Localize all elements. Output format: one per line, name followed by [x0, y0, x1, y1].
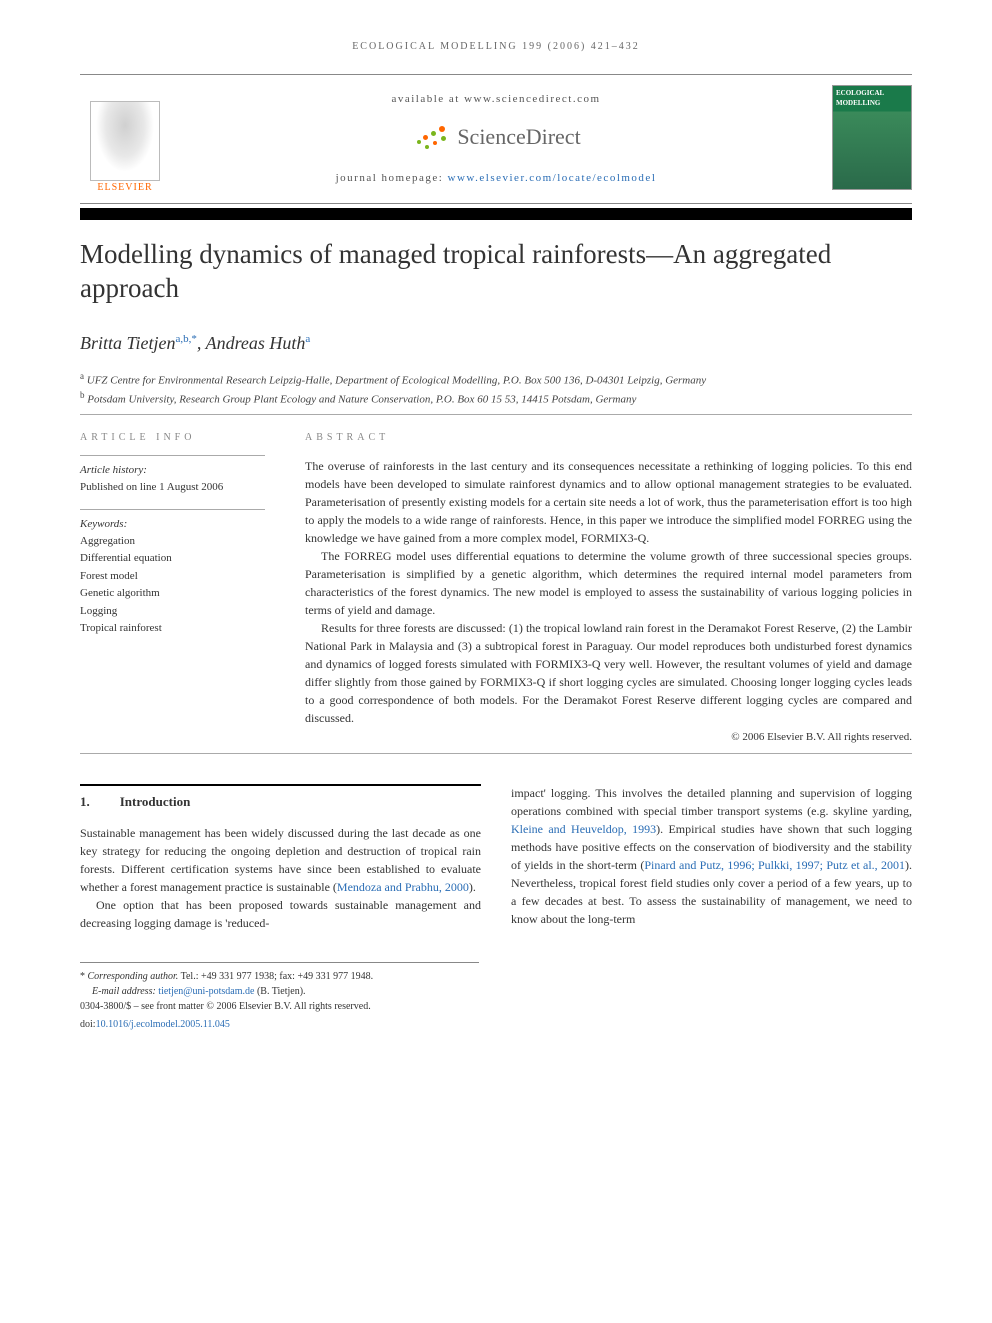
- sciencedirect-swoosh-icon: [411, 122, 451, 152]
- body-col-left: 1. Introduction Sustainable management h…: [80, 784, 481, 932]
- section-num: 1.: [80, 792, 90, 812]
- section-title: Introduction: [120, 792, 191, 812]
- abstract-heading: ABSTRACT: [305, 431, 912, 445]
- elsevier-logo: ELSEVIER: [80, 85, 170, 195]
- homepage-label: journal homepage:: [336, 172, 448, 184]
- cover-title: ECOLOGICAL MODELLING: [836, 89, 908, 109]
- corr-label: Corresponding author.: [88, 971, 179, 982]
- body-col-right: impact' logging. This involves the detai…: [511, 784, 912, 932]
- corresponding-author: * Corresponding author. Tel.: +49 331 97…: [80, 969, 479, 984]
- keyword: Logging: [80, 603, 265, 621]
- citation-link[interactable]: Kleine and Heuveldop, 1993: [511, 822, 656, 836]
- sciencedirect-label: ScienceDirect: [457, 122, 580, 153]
- title-bar: [80, 208, 912, 220]
- body-para: One option that has been proposed toward…: [80, 896, 481, 932]
- keywords-list: Aggregation Differential equation Forest…: [80, 533, 265, 639]
- author-2[interactable]: , Andreas Huth: [197, 333, 306, 353]
- corr-mark: *: [80, 971, 88, 982]
- affiliations: a UFZ Centre for Environmental Research …: [80, 370, 912, 408]
- keyword: Genetic algorithm: [80, 585, 265, 603]
- keyword: Forest model: [80, 568, 265, 586]
- journal-banner: ELSEVIER available at www.sciencedirect.…: [80, 74, 912, 204]
- issn-line: 0304-3800/$ – see front matter © 2006 El…: [80, 999, 479, 1014]
- keywords-block: Keywords: Aggregation Differential equat…: [80, 509, 265, 638]
- doi-link[interactable]: 10.1016/j.ecolmodel.2005.11.045: [96, 1019, 230, 1030]
- authors: Britta Tietjena,b,*, Andreas Hutha: [80, 331, 912, 356]
- keyword: Aggregation: [80, 533, 265, 551]
- section-1-heading: 1. Introduction: [80, 784, 481, 812]
- email-paren: (B. Tietjen).: [254, 986, 305, 997]
- doi-line: doi:10.1016/j.ecolmodel.2005.11.045: [80, 1017, 479, 1032]
- email-label: E-mail address:: [92, 986, 158, 997]
- sciencedirect-logo[interactable]: ScienceDirect: [411, 122, 580, 153]
- article-info: ARTICLE INFO Article history: Published …: [80, 431, 265, 745]
- body-columns: 1. Introduction Sustainable management h…: [80, 784, 912, 932]
- journal-cover-thumbnail[interactable]: ECOLOGICAL MODELLING: [832, 85, 912, 190]
- article-title: Modelling dynamics of managed tropical r…: [80, 238, 912, 306]
- abstract-text: The overuse of rainforests in the last c…: [305, 457, 912, 727]
- body-para: Sustainable management has been widely d…: [80, 824, 481, 896]
- author-2-affil: a: [305, 333, 310, 345]
- keywords-label: Keywords:: [80, 516, 265, 533]
- footnotes: * Corresponding author. Tel.: +49 331 97…: [80, 962, 479, 1032]
- divider: [80, 414, 912, 415]
- history-text: Published on line 1 August 2006: [80, 479, 265, 496]
- page: ECOLOGICAL MODELLING 199 (2006) 421–432 …: [0, 0, 992, 1072]
- history-label: Article history:: [80, 462, 265, 479]
- text: ).: [469, 880, 476, 894]
- running-header: ECOLOGICAL MODELLING 199 (2006) 421–432: [80, 40, 912, 54]
- affiliation-b-text: Potsdam University, Research Group Plant…: [87, 394, 636, 406]
- homepage-url[interactable]: www.elsevier.com/locate/ecolmodel: [448, 172, 657, 184]
- affiliation-b: b Potsdam University, Research Group Pla…: [80, 389, 912, 408]
- article-history: Article history: Published on line 1 Aug…: [80, 455, 265, 495]
- text: impact' logging. This involves the detai…: [511, 786, 912, 818]
- divider: [80, 753, 912, 754]
- doi-label: doi:: [80, 1019, 96, 1030]
- author-1-affil: a,b,: [176, 333, 192, 345]
- elsevier-tree-icon: [90, 101, 160, 181]
- author-1[interactable]: Britta Tietjen: [80, 333, 176, 353]
- citation-link[interactable]: Mendoza and Prabhu, 2000: [337, 880, 469, 894]
- info-abstract-row: ARTICLE INFO Article history: Published …: [80, 431, 912, 745]
- email-link[interactable]: tietjen@uni-potsdam.de: [158, 986, 254, 997]
- abstract-p3: Results for three forests are discussed:…: [305, 619, 912, 727]
- abstract-copyright: © 2006 Elsevier B.V. All rights reserved…: [305, 730, 912, 745]
- affiliation-a: a UFZ Centre for Environmental Research …: [80, 370, 912, 389]
- elsevier-label: ELSEVIER: [97, 181, 152, 195]
- abstract-p2: The FORREG model uses differential equat…: [305, 547, 912, 619]
- abstract-p1: The overuse of rainforests in the last c…: [305, 457, 912, 547]
- keyword: Tropical rainforest: [80, 620, 265, 638]
- corr-tel: Tel.: +49 331 977 1938; fax: +49 331 977…: [178, 971, 373, 982]
- available-at-text: available at www.sciencedirect.com: [180, 92, 812, 107]
- journal-homepage: journal homepage: www.elsevier.com/locat…: [180, 171, 812, 186]
- keyword: Differential equation: [80, 550, 265, 568]
- body-para: impact' logging. This involves the detai…: [511, 784, 912, 928]
- abstract: ABSTRACT The overuse of rainforests in t…: [305, 431, 912, 745]
- corr-email-line: E-mail address: tietjen@uni-potsdam.de (…: [80, 984, 479, 999]
- citation-link[interactable]: Pinard and Putz, 1996; Pulkki, 1997; Put…: [644, 858, 905, 872]
- affiliation-a-text: UFZ Centre for Environmental Research Le…: [87, 374, 706, 386]
- banner-center: available at www.sciencedirect.com Scien…: [80, 92, 912, 187]
- article-info-heading: ARTICLE INFO: [80, 431, 265, 445]
